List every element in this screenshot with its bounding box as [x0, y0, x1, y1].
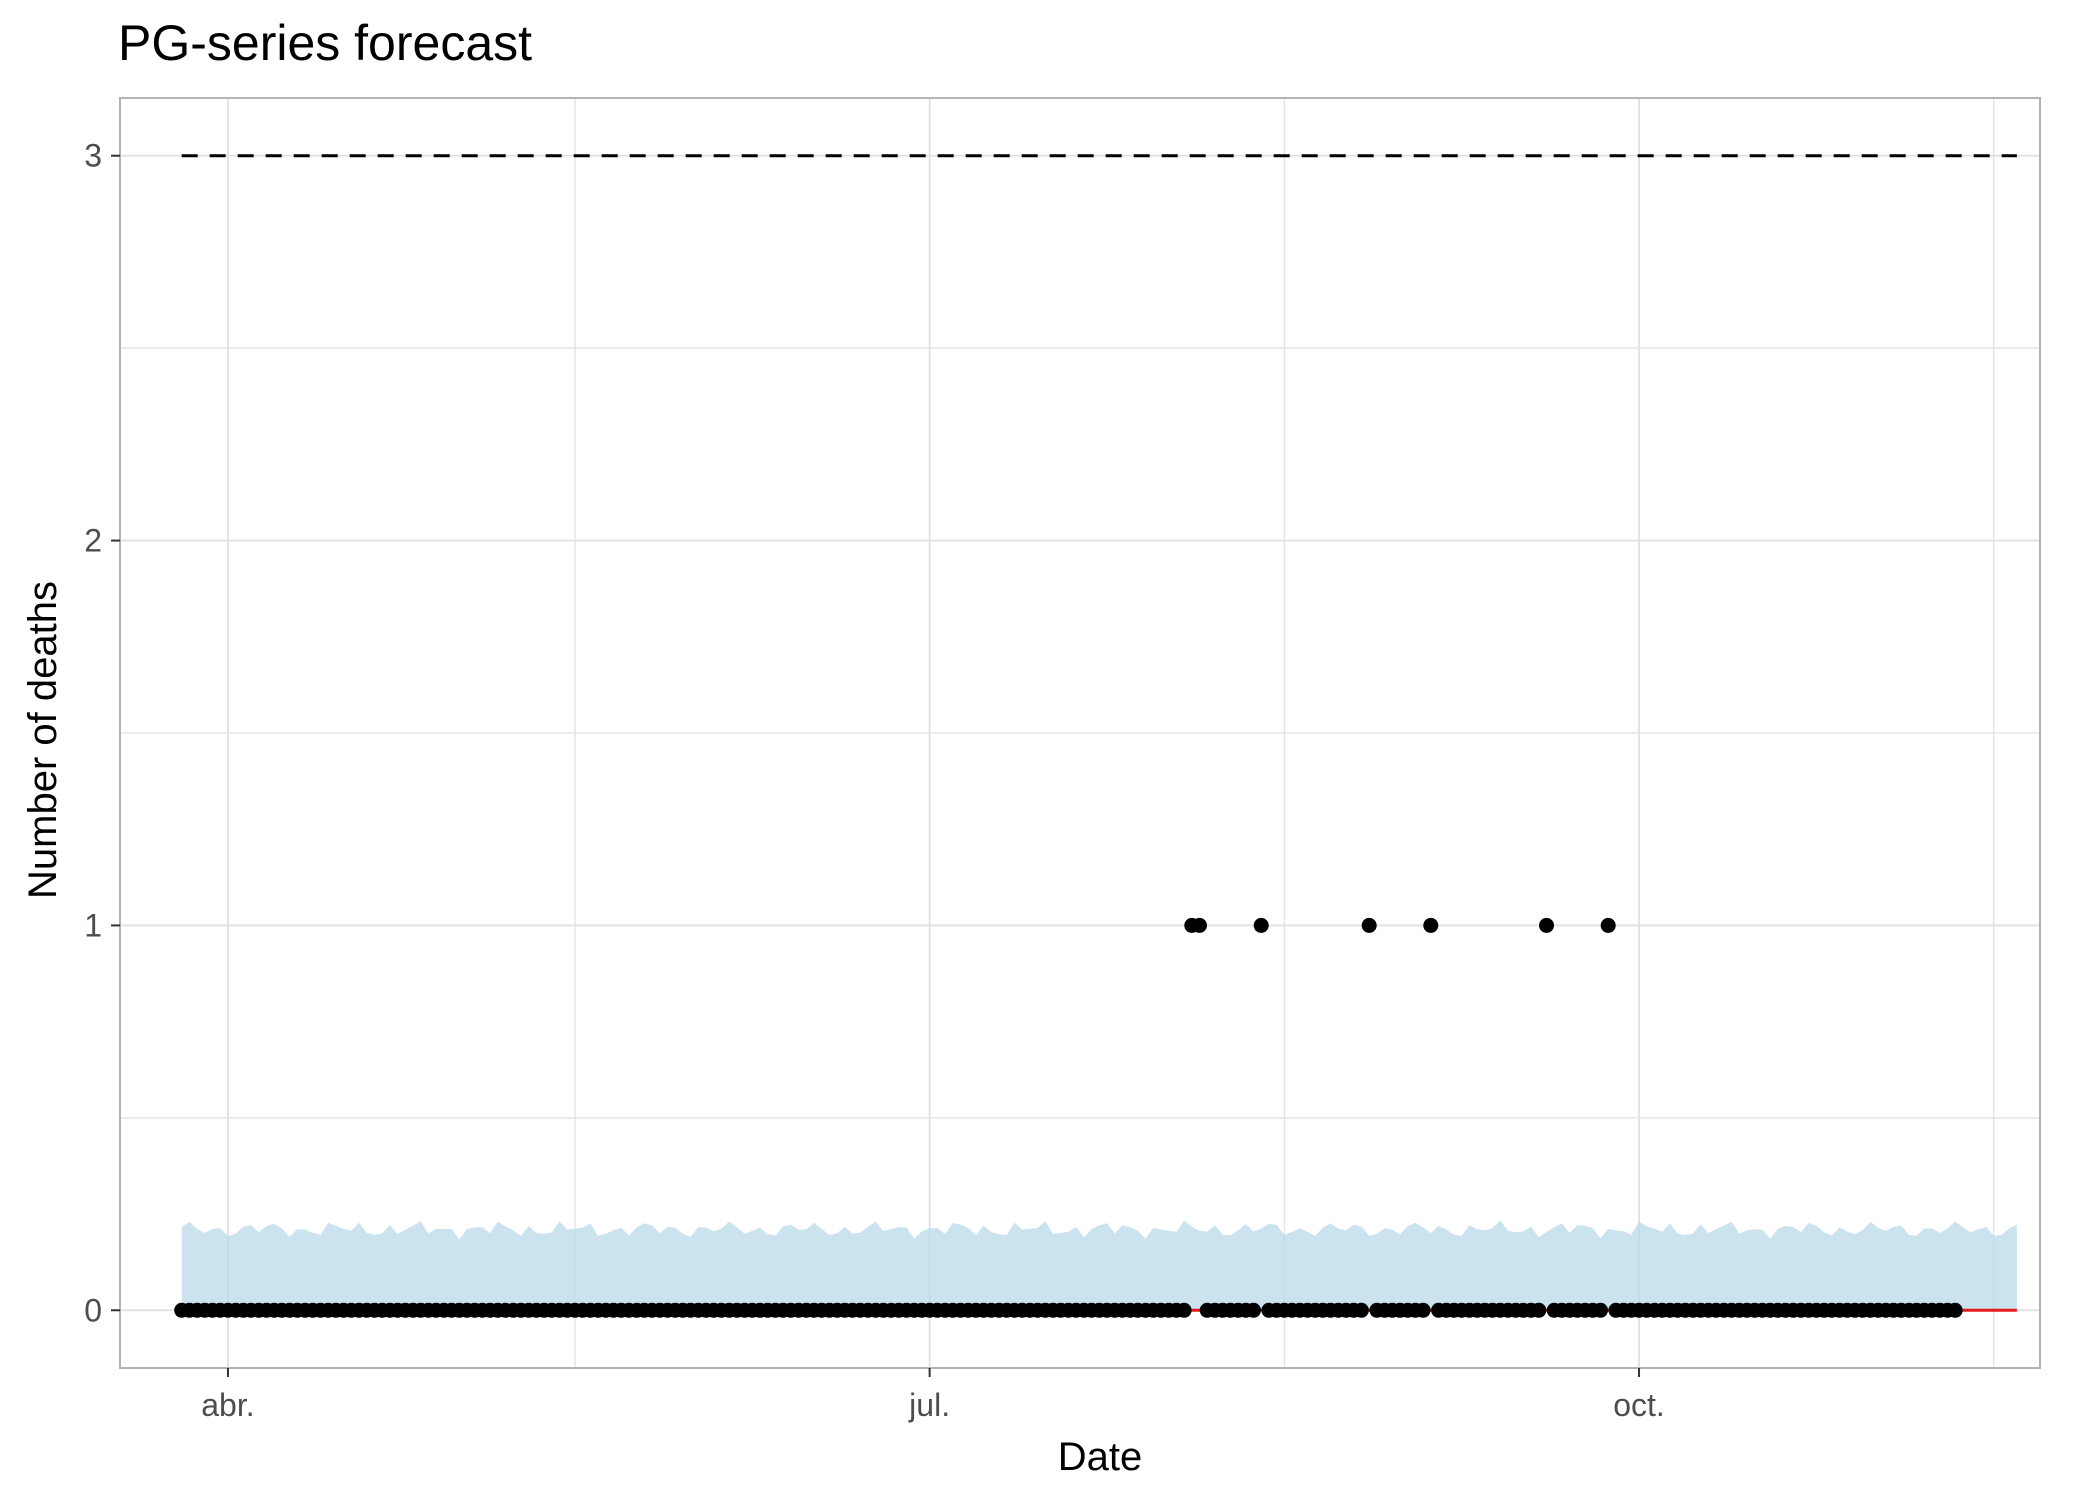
- y-tick-label: 2: [84, 523, 102, 559]
- observed-point: [1361, 917, 1377, 933]
- observed-point: [1353, 1302, 1369, 1318]
- observed-point: [1539, 917, 1554, 933]
- panel-border: [119, 97, 2041, 1369]
- panel-border-layer: [119, 97, 2041, 1369]
- y-tick-label: 0: [84, 1292, 102, 1328]
- observed-point: [1253, 917, 1269, 933]
- y-tick-label: 3: [84, 138, 102, 174]
- observed-point: [1176, 1302, 1192, 1318]
- observed-point: [1423, 917, 1439, 933]
- observed-point: [1246, 1302, 1261, 1318]
- x-tick-label: jul.: [908, 1387, 950, 1423]
- observed-point: [1947, 1302, 1963, 1318]
- observed-point: [1531, 1302, 1547, 1318]
- grid-layer: [120, 98, 2040, 1368]
- x-tick-label: abr.: [201, 1387, 254, 1423]
- axes-layer: 0 1 2 3 abr. jul. oct.: [84, 138, 1665, 1423]
- observed-point: [1192, 917, 1207, 933]
- observed-point: [1600, 917, 1616, 933]
- x-axis-title: Date: [1058, 1435, 1143, 1479]
- observed-point: [1593, 1302, 1608, 1318]
- observed-points-layer: [174, 917, 1963, 1318]
- chart-title: PG-series forecast: [118, 15, 533, 71]
- prediction-interval-layer: [181, 1220, 2017, 1311]
- prediction-interval-ribbon: [181, 1220, 2017, 1311]
- x-tick-label: oct.: [1613, 1387, 1665, 1423]
- y-axis-title: Number of deaths: [21, 581, 65, 899]
- y-tick-label: 1: [84, 907, 102, 943]
- observed-point: [1415, 1302, 1431, 1318]
